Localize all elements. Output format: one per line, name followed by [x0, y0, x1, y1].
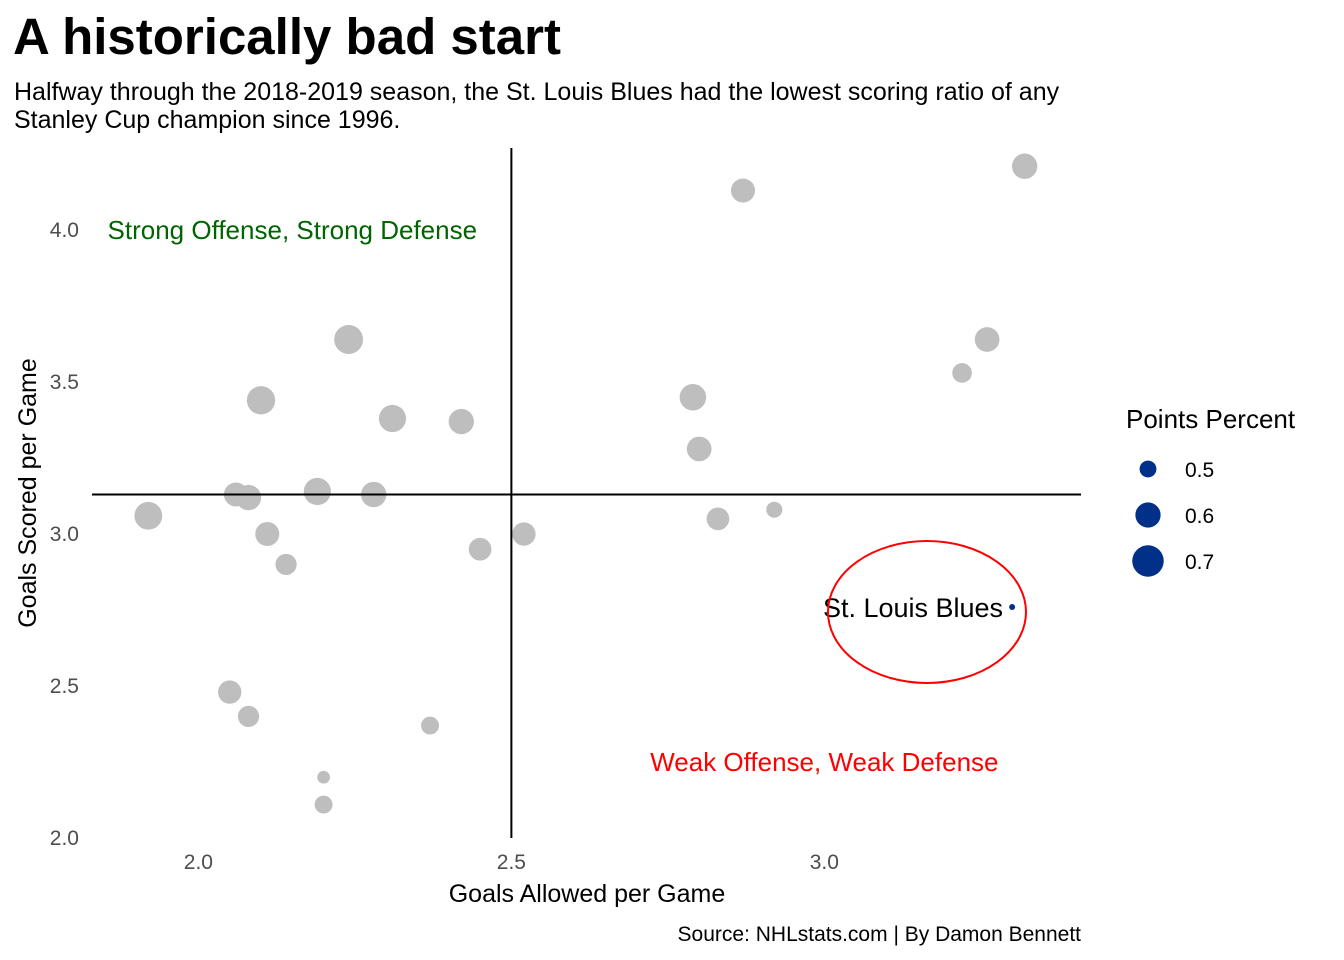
- data-point: [468, 537, 492, 561]
- highlight-label: St. Louis Blues: [823, 593, 1003, 623]
- data-point: [1011, 153, 1038, 179]
- data-point: [448, 408, 474, 435]
- data-point: [237, 705, 260, 728]
- data-point: [303, 477, 331, 506]
- data-point: [134, 501, 163, 530]
- source-caption: Source: NHLstats.com | By Damon Bennett: [678, 923, 1082, 946]
- data-point: [974, 327, 1000, 352]
- legend-key: [1135, 502, 1161, 528]
- legend-label: 0.6: [1185, 505, 1214, 528]
- data-point: [235, 484, 262, 511]
- data-point: [766, 501, 783, 518]
- points-layer: [134, 153, 1038, 814]
- x-tick-label: 3.0: [810, 851, 839, 874]
- highlight-point: [1009, 603, 1016, 610]
- x-axis-title: Goals Allowed per Game: [449, 880, 726, 908]
- x-tick-label: 2.0: [184, 851, 213, 874]
- legend-key: [1132, 545, 1164, 577]
- highlight-circle: [827, 540, 1027, 684]
- y-axis-title: Goals Scored per Game: [14, 358, 42, 628]
- data-point: [686, 436, 712, 462]
- legend-label: 0.7: [1185, 551, 1214, 574]
- chart-title: A historically bad start: [13, 8, 561, 65]
- y-tick-label: 3.0: [50, 523, 79, 546]
- data-point: [512, 522, 536, 546]
- data-point: [275, 553, 297, 576]
- data-point: [314, 795, 333, 814]
- data-point: [378, 404, 407, 433]
- data-point: [421, 716, 439, 735]
- data-point: [952, 363, 972, 383]
- y-tick-label: 4.0: [50, 219, 79, 242]
- data-point: [218, 680, 242, 704]
- legend-label: 0.5: [1185, 459, 1214, 482]
- legend: Points Percent 0.5 0.6 0.7: [1126, 404, 1296, 577]
- data-point: [730, 178, 756, 203]
- data-point: [334, 325, 364, 354]
- quadrant-label: Weak Offense, Weak Defense: [650, 747, 998, 777]
- x-tick-label: 2.5: [497, 851, 526, 874]
- reference-lines: [92, 148, 1081, 838]
- data-point: [246, 386, 276, 415]
- y-tick-label: 3.5: [50, 371, 79, 394]
- legend-title: Points Percent: [1126, 404, 1296, 434]
- legend-key: [1139, 460, 1157, 478]
- y-tick-label: 2.0: [50, 827, 79, 850]
- annotations: Strong Offense, Strong Defense Weak Offen…: [108, 215, 1027, 777]
- data-point: [679, 383, 707, 411]
- axis-ticks: 2.0 2.5 3.0 2.0 2.5 3.0 3.5 4.0: [50, 219, 839, 874]
- y-tick-label: 2.5: [50, 675, 79, 698]
- quadrant-label: Strong Offense, Strong Defense: [108, 215, 478, 245]
- data-point: [706, 507, 730, 531]
- data-point: [255, 522, 280, 547]
- chart-subtitle: Halfway through the 2018-2019 season, th…: [14, 78, 1060, 134]
- data-point: [317, 770, 330, 784]
